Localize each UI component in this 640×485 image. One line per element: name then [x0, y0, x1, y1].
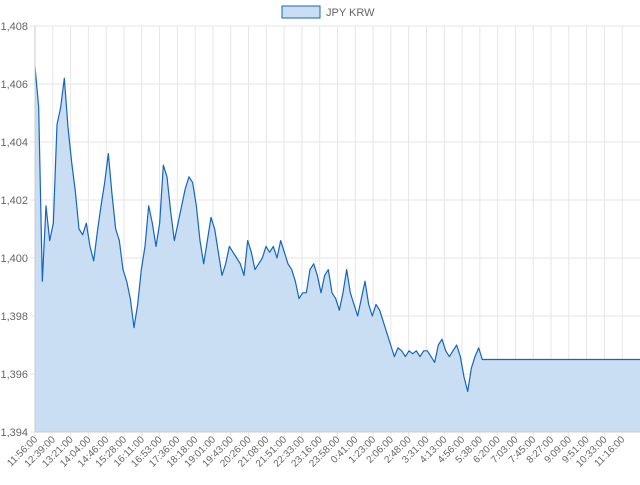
y-tick-label: 1,394 — [0, 427, 28, 439]
series-area-fill-jpy-krw — [35, 66, 640, 432]
y-tick-label: 1,406 — [0, 79, 28, 91]
x-axis-tick-labels: 11:56:0012:39:0013:21:0014:04:0014:46:00… — [5, 434, 627, 470]
y-tick-label: 1,398 — [0, 311, 28, 323]
y-tick-label: 1,408 — [0, 21, 28, 33]
y-tick-label: 1,404 — [0, 137, 28, 149]
legend-label-jpy-krw[interactable]: JPY KRW — [326, 7, 375, 19]
y-axis-tick-labels: 1,394 1,396 1,398 1,400 1,402 1,404 1,406 1,408 — [0, 21, 28, 439]
legend[interactable]: JPY KRW — [281, 5, 375, 19]
y-tick-label: 1,402 — [0, 195, 28, 207]
series-area — [34, 66, 640, 432]
axes — [30, 25, 640, 433]
y-tick-label: 1,396 — [0, 369, 28, 381]
series-line-jpy-krw — [34, 66, 640, 392]
legend-swatch-jpy-krw[interactable] — [281, 5, 321, 19]
y-tick-label: 1,400 — [0, 253, 28, 265]
